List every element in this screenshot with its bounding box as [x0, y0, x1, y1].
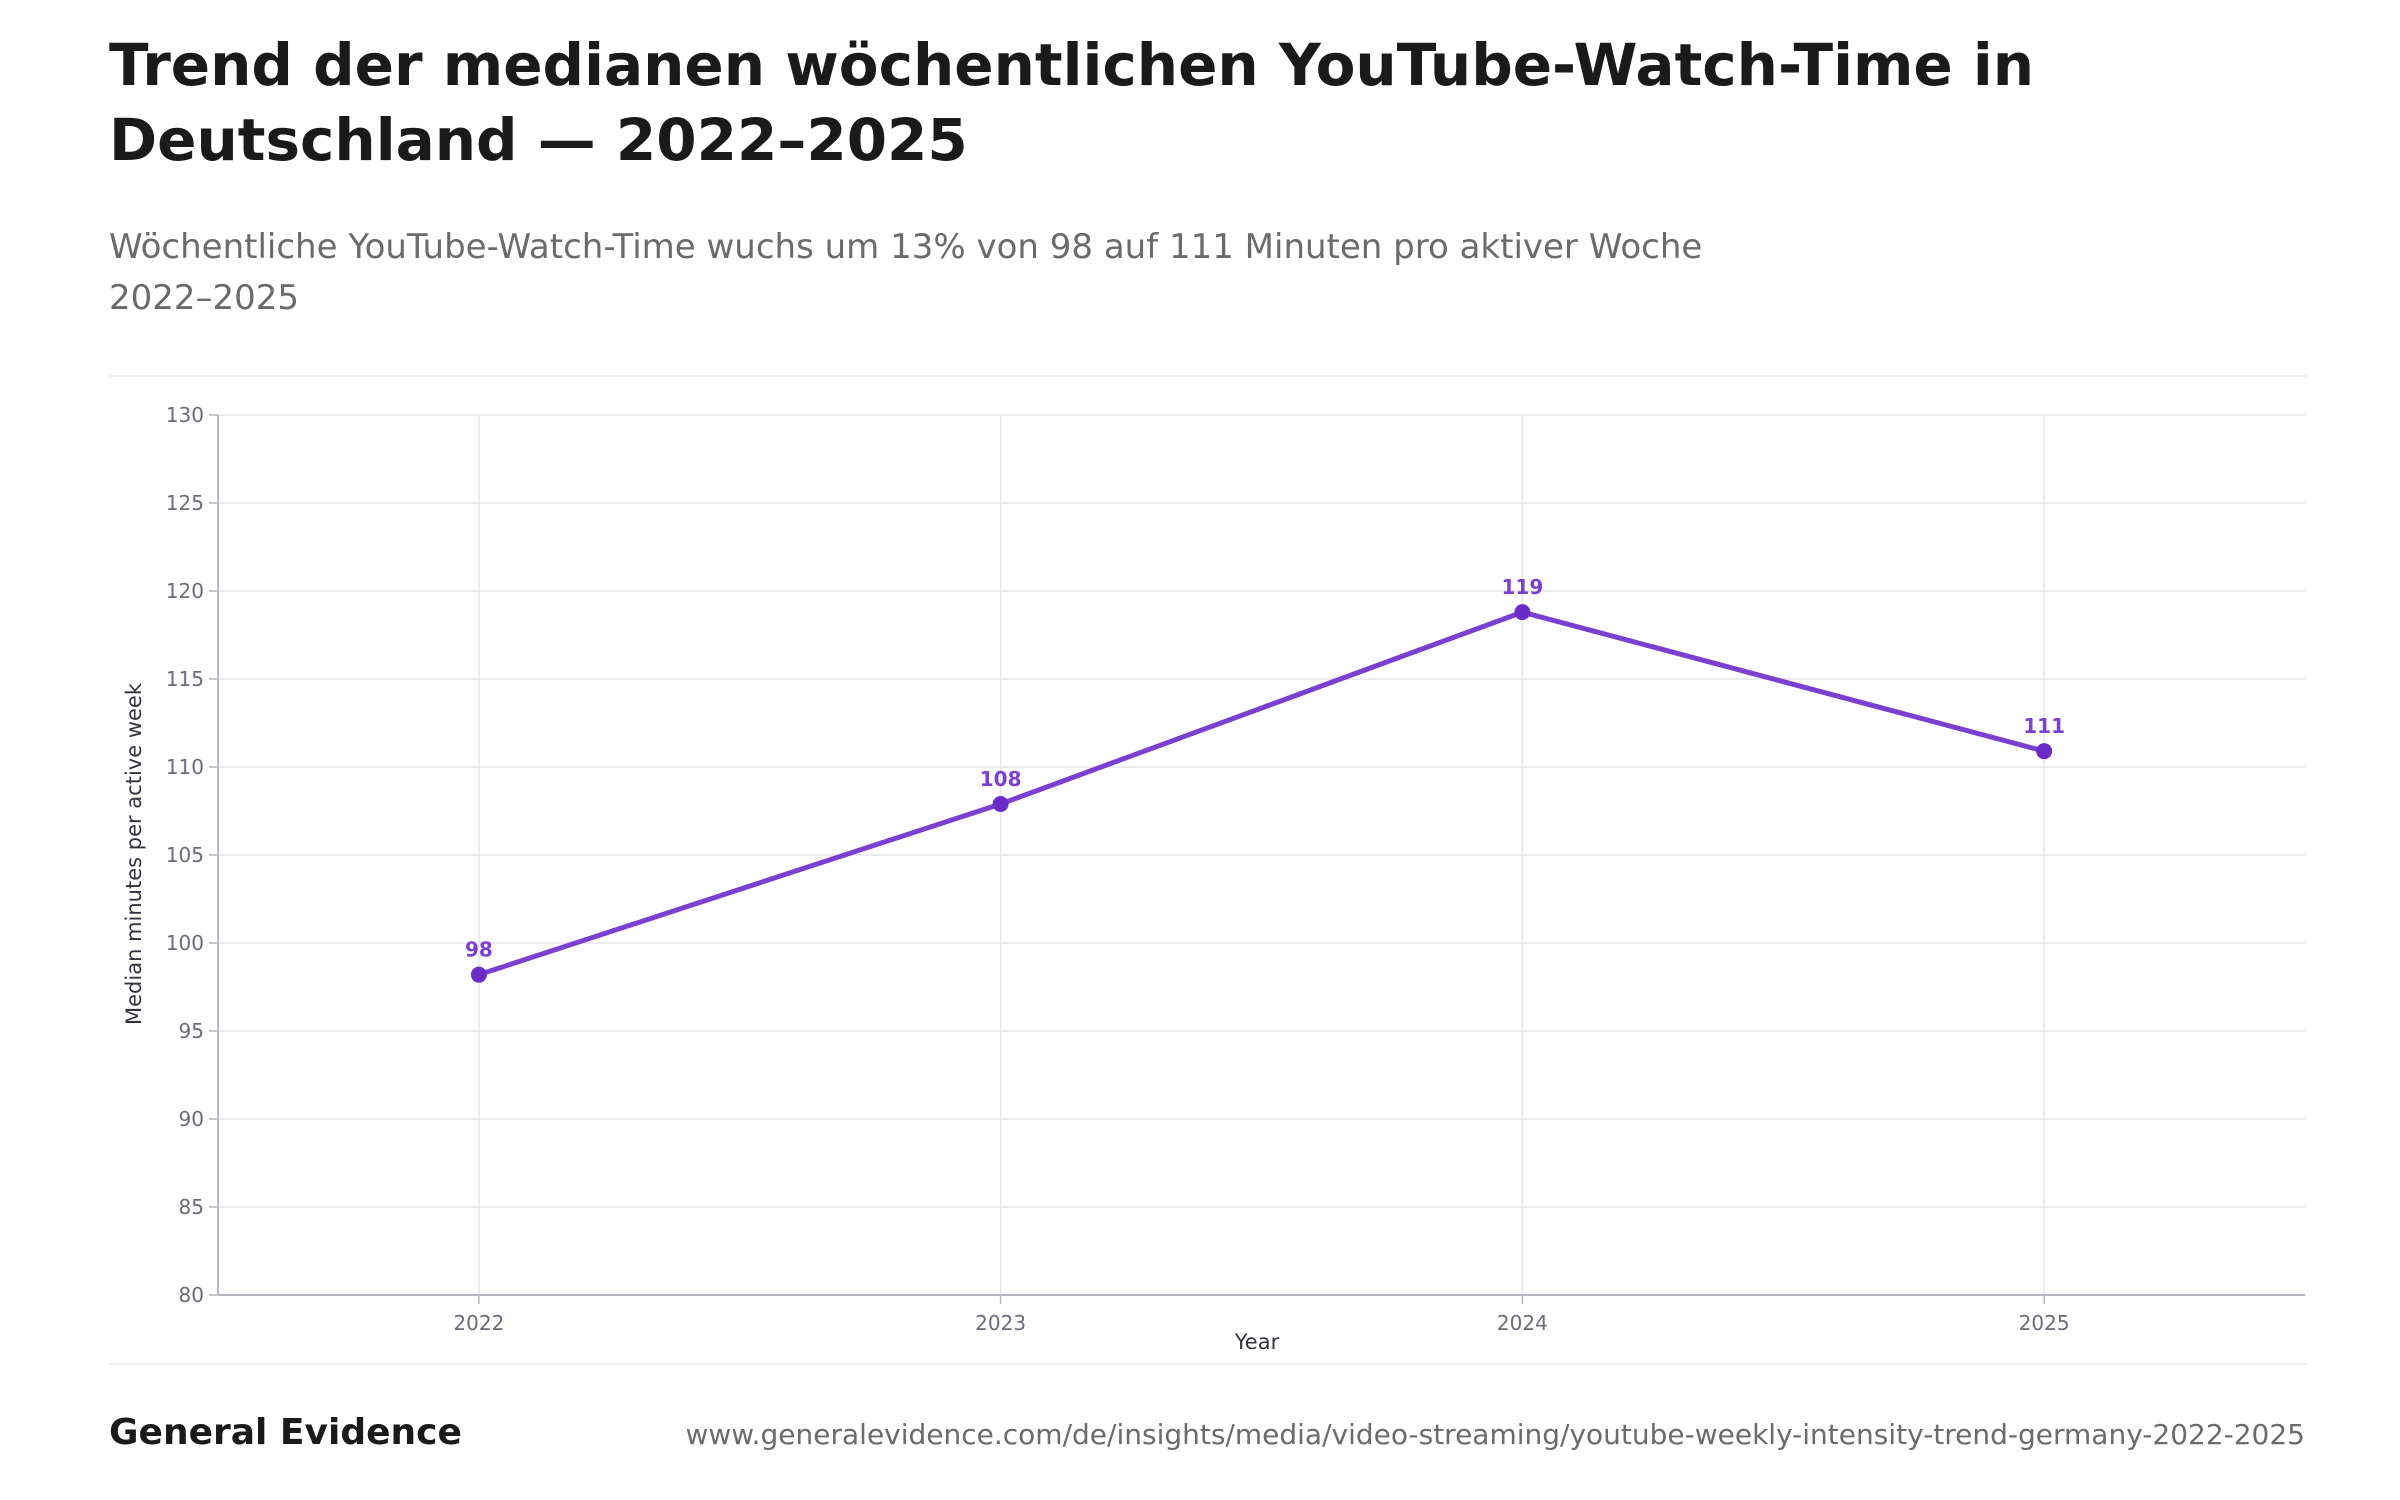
series-line [476, 609, 2047, 978]
y-tick-label: 130 [166, 403, 204, 427]
x-axis-title: Year [1234, 1330, 1280, 1354]
y-tick-label: 90 [179, 1107, 204, 1131]
y-tick-label: 115 [166, 667, 204, 691]
data-label: 108 [980, 767, 1022, 791]
bottom-divider [109, 1363, 2307, 1365]
axes [209, 414, 2305, 1304]
data-label: 111 [2023, 714, 2065, 738]
y-tick-label: 95 [179, 1019, 204, 1043]
top-divider [109, 375, 2307, 377]
data-point [470, 966, 487, 983]
y-tick-label: 120 [166, 579, 204, 603]
source-url-link[interactable]: www.generalevidence.com/de/insights/medi… [685, 1418, 2305, 1451]
page-subtitle: Wöchentliche YouTube-Watch-Time wuchs um… [109, 222, 1809, 324]
x-tick-label: 2022 [453, 1311, 504, 1335]
y-tick-label: 100 [166, 931, 204, 955]
data-label: 98 [465, 938, 493, 962]
x-tick-label: 2023 [975, 1311, 1026, 1335]
line-chart: 80 85 90 95 100 105 110 115 120 125 130 2022 2023 202… [122, 403, 2305, 1354]
subtitle-line-1: Wöchentliche YouTube-Watch-Time wuchs um… [109, 227, 1703, 267]
series [470, 604, 2053, 983]
x-tick-label: 2024 [1497, 1311, 1548, 1335]
data-point [1514, 604, 1531, 621]
data-label: 119 [1502, 575, 1544, 599]
brand-name: General Evidence [109, 1412, 462, 1453]
y-tick-label: 110 [166, 755, 204, 779]
y-tick-label: 80 [179, 1283, 204, 1307]
tick-labels: 80 85 90 95 100 105 110 115 120 125 130 2022 2023 202… [166, 403, 2070, 1335]
y-tick-label: 125 [166, 491, 204, 515]
page-title: Trend der medianen wöchentlichen YouTube… [109, 31, 2035, 174]
data-point [992, 795, 1009, 812]
grid-lines [218, 414, 2305, 1295]
subtitle-line-2: 2022–2025 [109, 278, 300, 318]
x-tick-label: 2025 [2019, 1311, 2070, 1335]
y-tick-label: 85 [179, 1195, 204, 1219]
data-labels: 98 108 119 111 [465, 575, 2065, 962]
data-point [2036, 743, 2053, 760]
y-tick-label: 105 [166, 843, 204, 867]
y-axis-title: Median minutes per active week [122, 682, 146, 1025]
